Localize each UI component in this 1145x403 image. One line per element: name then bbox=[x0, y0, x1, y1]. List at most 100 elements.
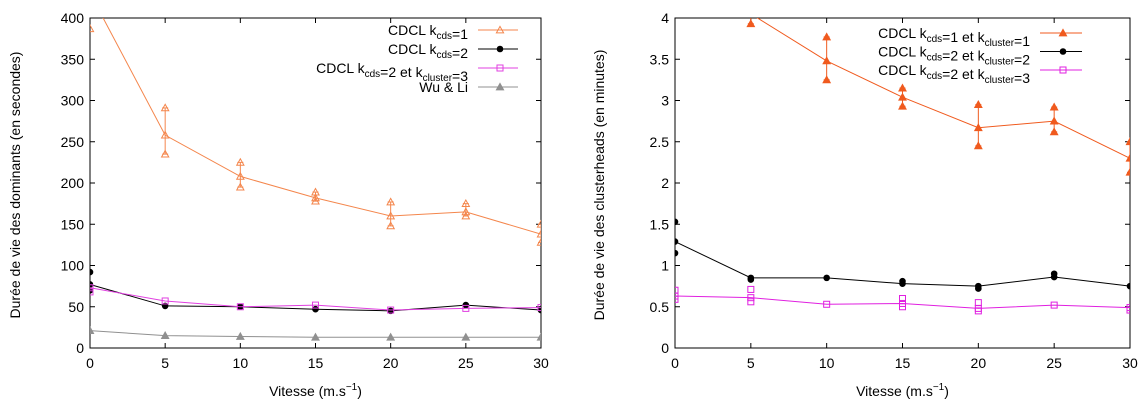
legend-marker bbox=[1059, 48, 1067, 55]
data-point bbox=[973, 123, 983, 132]
data-point bbox=[90, 326, 95, 335]
data-point bbox=[898, 92, 907, 101]
data-point bbox=[823, 300, 831, 308]
error-marker bbox=[822, 32, 832, 41]
data-point bbox=[161, 297, 169, 305]
x-tick-label: 25 bbox=[458, 355, 474, 371]
y-tick-label: 350 bbox=[61, 51, 85, 67]
error-marker bbox=[747, 2, 754, 8]
plot-area bbox=[675, 2, 1130, 315]
error-marker bbox=[1125, 137, 1130, 146]
y-tick-label: 3 bbox=[661, 93, 669, 109]
y-tick-label: 4 bbox=[661, 10, 669, 26]
error-marker bbox=[1125, 167, 1130, 176]
data-point bbox=[537, 304, 541, 312]
series-4 bbox=[90, 326, 541, 341]
y-tick-label: 1.5 bbox=[650, 216, 670, 232]
series-1 bbox=[746, 2, 1130, 176]
series-2 bbox=[90, 268, 541, 315]
data-point bbox=[747, 285, 755, 293]
legend-label: CDCL kcds=1 bbox=[388, 22, 468, 42]
x-axis-label: Vitesse (m.s−1) bbox=[856, 382, 949, 399]
series-line bbox=[90, 287, 541, 311]
data-point bbox=[235, 171, 245, 180]
y-tick-label: 0.5 bbox=[650, 299, 670, 315]
x-tick-label: 5 bbox=[747, 355, 755, 371]
error-marker bbox=[1049, 127, 1059, 136]
error-marker bbox=[898, 101, 907, 110]
data-point bbox=[1126, 306, 1130, 314]
y-tick-label: 300 bbox=[61, 93, 85, 109]
x-tick-label: 15 bbox=[308, 355, 324, 371]
data-point bbox=[1125, 153, 1130, 162]
data-point bbox=[1126, 282, 1130, 290]
legend-label: Wu & Li bbox=[419, 79, 468, 95]
plot-area bbox=[90, 18, 541, 341]
data-point bbox=[675, 238, 679, 245]
series-1 bbox=[90, 18, 541, 246]
y-tick-label: 0 bbox=[661, 340, 669, 356]
data-point bbox=[90, 284, 94, 292]
data-point bbox=[1050, 301, 1058, 309]
y-tick-label: 150 bbox=[61, 216, 85, 232]
error-marker bbox=[973, 99, 983, 109]
error-marker bbox=[822, 75, 832, 84]
data-point bbox=[90, 268, 94, 276]
x-tick-label: 15 bbox=[895, 355, 911, 371]
data-point bbox=[236, 303, 244, 311]
data-point bbox=[975, 285, 982, 292]
x-tick-label: 30 bbox=[1122, 355, 1138, 371]
series-3 bbox=[90, 284, 541, 314]
y-tick-label: 250 bbox=[61, 134, 85, 150]
data-point bbox=[161, 302, 169, 310]
x-axis-label: Vitesse (m.s−1) bbox=[269, 382, 362, 399]
x-tick-label: 25 bbox=[1046, 355, 1062, 371]
error-marker bbox=[235, 157, 245, 166]
y-tick-label: 400 bbox=[61, 10, 85, 26]
error-marker bbox=[973, 141, 983, 150]
data-point bbox=[90, 288, 94, 296]
data-point bbox=[386, 211, 396, 220]
error-marker bbox=[386, 221, 396, 230]
data-point bbox=[462, 304, 470, 312]
data-point bbox=[675, 286, 679, 294]
error-marker bbox=[536, 219, 541, 228]
data-point bbox=[822, 56, 832, 65]
y-tick-label: 2 bbox=[661, 175, 669, 191]
data-point bbox=[675, 218, 679, 226]
data-point bbox=[387, 306, 395, 314]
data-point bbox=[160, 130, 170, 139]
x-tick-label: 30 bbox=[533, 355, 549, 371]
data-point bbox=[235, 331, 245, 340]
x-tick-label: 5 bbox=[161, 355, 169, 371]
data-point bbox=[90, 24, 95, 33]
data-point bbox=[311, 332, 320, 341]
error-marker bbox=[746, 19, 756, 28]
data-point bbox=[899, 277, 906, 285]
y-axis-label: Durée de vie des dominants (en secondes) bbox=[7, 52, 23, 319]
y-tick-label: 0 bbox=[76, 340, 84, 356]
legend-label: CDCL kcds=2 bbox=[388, 41, 468, 61]
data-point bbox=[747, 298, 755, 306]
series-3 bbox=[675, 285, 1130, 315]
legend-marker bbox=[495, 82, 505, 91]
data-point bbox=[536, 332, 541, 341]
y-tick-label: 3.5 bbox=[650, 51, 670, 67]
data-point bbox=[312, 301, 319, 309]
data-point bbox=[461, 207, 471, 216]
legend-label: CDCL kcds=2 et kcluster=2 bbox=[878, 44, 1030, 68]
legend-marker bbox=[495, 25, 505, 34]
error-marker bbox=[160, 149, 170, 158]
data-point bbox=[823, 274, 830, 282]
y-tick-label: 1 bbox=[661, 258, 669, 274]
x-tick-label: 10 bbox=[819, 355, 835, 371]
data-point bbox=[461, 332, 471, 341]
error-marker bbox=[235, 182, 245, 191]
x-tick-label: 20 bbox=[383, 355, 399, 371]
y-tick-label: 200 bbox=[61, 175, 85, 191]
data-point bbox=[974, 307, 982, 315]
data-point bbox=[675, 249, 679, 257]
